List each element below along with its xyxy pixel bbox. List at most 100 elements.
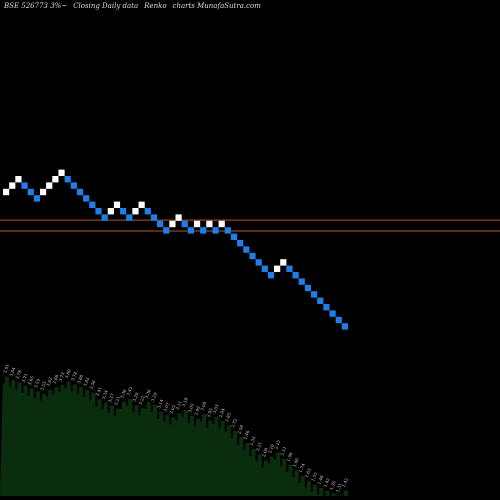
area-step bbox=[27, 387, 30, 396]
down-brick bbox=[243, 246, 250, 253]
value-label: 3.07 bbox=[162, 402, 170, 413]
area-step bbox=[274, 451, 276, 460]
value-label: 3.80 bbox=[64, 368, 72, 379]
down-brick bbox=[21, 182, 28, 189]
value-label: 3.36 bbox=[144, 388, 152, 399]
area-step bbox=[9, 378, 12, 387]
value-label: 3.03 bbox=[212, 403, 220, 414]
value-label: 1.98 bbox=[286, 451, 294, 462]
down-brick bbox=[157, 220, 164, 228]
down-brick bbox=[335, 316, 342, 324]
area-step bbox=[150, 403, 153, 412]
area-step bbox=[187, 414, 190, 423]
value-label: 2.94 bbox=[218, 407, 226, 418]
down-brick bbox=[267, 272, 275, 279]
area-step bbox=[224, 424, 227, 433]
value-label: 3.29 bbox=[132, 391, 140, 402]
area-step bbox=[138, 407, 141, 416]
area-step bbox=[206, 419, 209, 428]
value-label: 3.05 bbox=[187, 402, 195, 413]
value-label: 1.63 bbox=[304, 467, 312, 478]
brand-label: charts MunafaSutra.com bbox=[172, 2, 261, 10]
value-label: 3.62 bbox=[45, 376, 53, 387]
area-step bbox=[341, 489, 344, 498]
value-label: 3.18 bbox=[181, 397, 189, 408]
area-step bbox=[218, 419, 221, 428]
value-label: 3.71 bbox=[21, 372, 29, 383]
value-label: 3.42 bbox=[125, 386, 133, 397]
up-brick bbox=[280, 259, 287, 266]
down-brick bbox=[83, 195, 90, 202]
value-label: 1.42 bbox=[323, 477, 331, 488]
value-label: 3.41 bbox=[95, 386, 103, 397]
area-step bbox=[169, 416, 172, 425]
chart-type-label: Renko bbox=[144, 2, 167, 10]
down-brick bbox=[89, 201, 96, 208]
area-step bbox=[286, 463, 289, 472]
area-step bbox=[335, 494, 338, 500]
up-brick bbox=[9, 182, 16, 189]
value-label: 3.68 bbox=[52, 374, 60, 385]
volume-area bbox=[0, 376, 348, 496]
value-label: 2.46 bbox=[242, 429, 250, 440]
area-step bbox=[280, 457, 283, 466]
down-brick bbox=[261, 265, 268, 272]
value-label: 1.86 bbox=[292, 457, 300, 468]
value-label: 3.62 bbox=[82, 376, 90, 387]
down-brick bbox=[144, 208, 151, 215]
value-label: 3.56 bbox=[88, 379, 96, 390]
value-label: 1.48 bbox=[316, 474, 324, 485]
area-step bbox=[157, 410, 159, 419]
area-step bbox=[126, 398, 129, 406]
down-brick bbox=[163, 227, 170, 234]
area-step bbox=[267, 455, 270, 464]
value-label: 3.78 bbox=[15, 369, 23, 380]
down-brick bbox=[304, 284, 312, 292]
area-step bbox=[194, 417, 196, 426]
down-brick bbox=[200, 227, 207, 234]
area-step bbox=[33, 390, 36, 399]
value-label: 3.34 bbox=[101, 389, 109, 400]
area-step bbox=[76, 386, 79, 395]
down-brick bbox=[255, 259, 262, 266]
up-brick bbox=[169, 220, 176, 228]
area-step bbox=[120, 400, 122, 409]
area-step bbox=[64, 380, 67, 389]
area-step bbox=[21, 384, 24, 393]
up-brick bbox=[175, 214, 182, 221]
value-label: 1.55 bbox=[310, 471, 318, 482]
area-step bbox=[163, 414, 166, 422]
down-brick bbox=[212, 227, 219, 234]
up-brick bbox=[138, 201, 145, 208]
area-step bbox=[83, 388, 86, 397]
up-brick bbox=[218, 220, 225, 228]
down-brick bbox=[237, 240, 244, 247]
up-brick bbox=[15, 176, 22, 183]
area-step bbox=[175, 412, 178, 421]
area-step bbox=[261, 459, 264, 468]
area-plot bbox=[0, 375, 348, 500]
down-brick bbox=[341, 323, 348, 330]
value-label: 3.91 bbox=[2, 363, 10, 374]
value-label: 3.68 bbox=[76, 374, 84, 385]
value-label: 2.33 bbox=[249, 435, 257, 446]
area-step bbox=[317, 486, 320, 495]
area-step bbox=[70, 383, 73, 392]
area-step bbox=[58, 383, 61, 392]
area-step bbox=[311, 483, 313, 492]
value-label: 3.84 bbox=[8, 366, 16, 377]
value-label: 3.21 bbox=[113, 395, 121, 406]
value-label: 2.72 bbox=[230, 418, 238, 429]
up-brick bbox=[107, 208, 114, 215]
area-step bbox=[304, 479, 307, 488]
area-step bbox=[243, 441, 246, 450]
value-label: 3.27 bbox=[107, 392, 115, 403]
value-label: 2.25 bbox=[273, 439, 281, 450]
area-step bbox=[249, 447, 252, 456]
down-brick bbox=[249, 252, 256, 260]
value-label: 2.85 bbox=[224, 412, 232, 423]
value-label: 3.09 bbox=[199, 401, 207, 412]
value-label: 3.22 bbox=[138, 395, 146, 406]
value-label: 2.99 bbox=[193, 405, 201, 416]
